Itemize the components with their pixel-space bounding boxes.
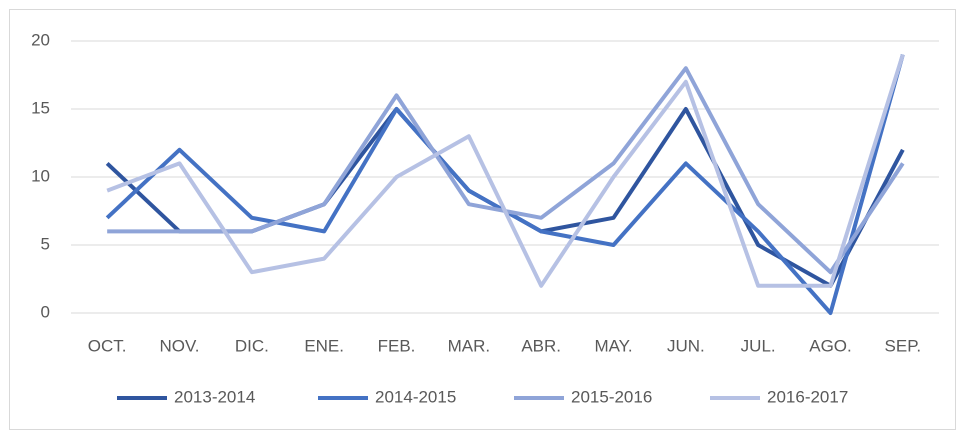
x-tick-label: ABR. — [521, 336, 561, 355]
x-tick-label: AGO. — [809, 336, 852, 355]
x-tick-label: MAR. — [448, 336, 491, 355]
legend-label: 2014-2015 — [375, 387, 456, 406]
series-line — [105, 54, 905, 315]
x-tick-label: JUL. — [741, 336, 776, 355]
legend-label: 2015-2016 — [571, 387, 652, 406]
x-tick-label: SEP. — [885, 336, 922, 355]
y-tick-label: 0 — [41, 302, 50, 321]
x-tick-label: OCT. — [88, 336, 127, 355]
legend-label: 2013-2014 — [174, 387, 255, 406]
legend-label: 2016-2017 — [767, 387, 848, 406]
x-tick-label: DIC. — [235, 336, 269, 355]
y-tick-label: 5 — [41, 234, 50, 253]
x-tick-label: JUN. — [667, 336, 705, 355]
x-tick-label: NOV. — [159, 336, 199, 355]
x-tick-label: ENE. — [304, 336, 344, 355]
series-line — [107, 66, 905, 275]
y-tick-label: 20 — [31, 30, 50, 49]
y-tick-label: 15 — [31, 98, 50, 117]
chart-frame — [9, 9, 956, 430]
y-tick-label: 10 — [31, 166, 50, 185]
series-line — [106, 54, 905, 288]
x-tick-label: FEB. — [378, 336, 416, 355]
x-tick-label: MAY. — [594, 336, 632, 355]
